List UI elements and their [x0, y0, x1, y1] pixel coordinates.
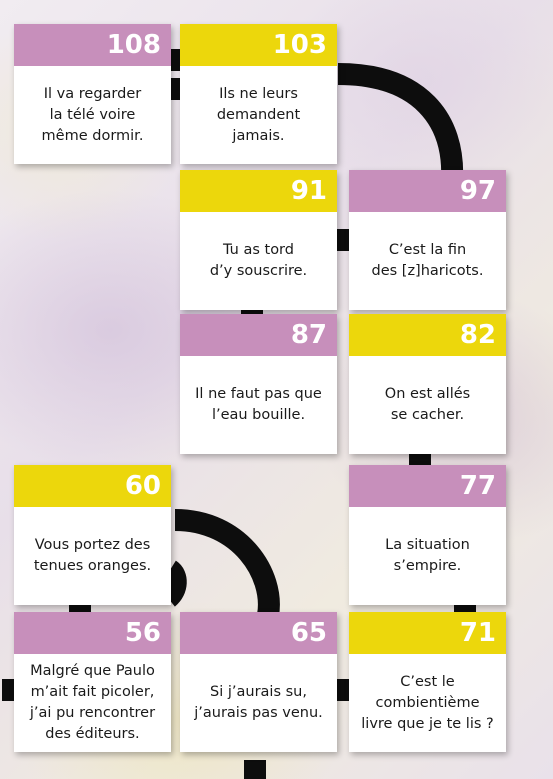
card-71: 71 C’est le combientième livre que je te…	[349, 612, 506, 752]
card-56: 56 Malgré que Paulo m’ait fait picoler, …	[14, 612, 171, 752]
card-text: Ils ne leurs demandent jamais.	[216, 85, 301, 144]
card-number: 60	[124, 471, 161, 501]
card-body: Il ne faut pas que l’eau bouille.	[180, 356, 337, 454]
card-header: 60	[14, 465, 171, 507]
card-82: 82 On est allés se cacher.	[349, 314, 506, 454]
card-header: 77	[349, 465, 506, 507]
card-text: Il ne faut pas que l’eau bouille.	[195, 386, 322, 423]
card-text: C’est le combientième livre que je te li…	[361, 673, 494, 732]
card-header: 56	[14, 612, 171, 654]
card-65: 65 Si j’aurais su, j’aurais pas venu.	[180, 612, 337, 752]
card-header: 108	[14, 24, 171, 66]
card-text: Il va regarder la télé voire même dormir…	[41, 85, 144, 144]
card-103: 103 Ils ne leurs demandent jamais.	[180, 24, 337, 164]
card-body: Tu as tord d’y souscrire.	[180, 212, 337, 310]
card-text: On est allés se cacher.	[384, 386, 471, 423]
card-text: Si j’aurais su, j’aurais pas venu.	[194, 684, 323, 721]
card-body: La situation s’empire.	[349, 507, 506, 605]
card-91: 91 Tu as tord d’y souscrire.	[180, 170, 337, 310]
card-text: Tu as tord d’y souscrire.	[209, 242, 308, 279]
card-body: C’est le combientième livre que je te li…	[349, 654, 506, 752]
card-number: 82	[459, 320, 496, 350]
card-number: 71	[459, 618, 496, 648]
card-text: Vous portez des tenues oranges.	[33, 537, 152, 574]
card-number: 91	[290, 176, 327, 206]
card-body: Ils ne leurs demandent jamais.	[180, 66, 337, 164]
card-number: 108	[106, 30, 161, 60]
card-text: La situation s’empire.	[385, 537, 470, 574]
card-60: 60 Vous portez des tenues oranges.	[14, 465, 171, 605]
card-body: Si j’aurais su, j’aurais pas venu.	[180, 654, 337, 752]
card-108: 108 Il va regarder la télé voire même do…	[14, 24, 171, 164]
card-header: 65	[180, 612, 337, 654]
card-text: C’est la fin des [z]haricots.	[371, 242, 484, 279]
card-87: 87 Il ne faut pas que l’eau bouille.	[180, 314, 337, 454]
card-body: Il va regarder la télé voire même dormir…	[14, 66, 171, 164]
card-body: Vous portez des tenues oranges.	[14, 507, 171, 605]
card-body: Malgré que Paulo m’ait fait picoler, j’a…	[14, 654, 171, 752]
card-number: 65	[290, 618, 327, 648]
card-header: 71	[349, 612, 506, 654]
card-header: 97	[349, 170, 506, 212]
card-number: 97	[459, 176, 496, 206]
card-number: 87	[290, 320, 327, 350]
card-header: 87	[180, 314, 337, 356]
card-body: C’est la fin des [z]haricots.	[349, 212, 506, 310]
card-number: 103	[272, 30, 327, 60]
card-header: 103	[180, 24, 337, 66]
card-header: 91	[180, 170, 337, 212]
card-body: On est allés se cacher.	[349, 356, 506, 454]
card-number: 56	[124, 618, 161, 648]
card-77: 77 La situation s’empire.	[349, 465, 506, 605]
card-number: 77	[459, 471, 496, 501]
card-text: Malgré que Paulo m’ait fait picoler, j’a…	[29, 663, 156, 742]
card-97: 97 C’est la fin des [z]haricots.	[349, 170, 506, 310]
card-header: 82	[349, 314, 506, 356]
